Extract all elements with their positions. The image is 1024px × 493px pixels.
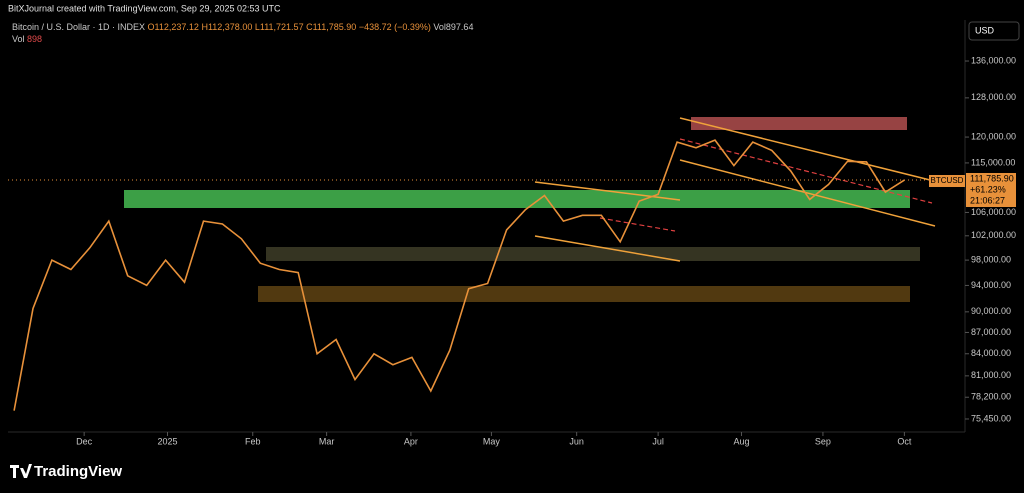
y-tick-label: 84,000.00	[971, 348, 1011, 358]
support-zone	[124, 190, 910, 208]
x-tick-label: Oct	[897, 436, 912, 446]
change: −438.72 (−0.39%)	[359, 22, 431, 32]
x-tick-label: Feb	[245, 436, 261, 446]
price-tag-countdown: 21:06:27	[970, 195, 1005, 205]
x-tick-label: Dec	[76, 436, 93, 446]
channel-line	[534, 235, 681, 262]
vol-label: Vol	[12, 34, 25, 44]
y-tick-label: 98,000.00	[971, 254, 1011, 264]
y-tick-label: 81,000.00	[971, 370, 1011, 380]
y-tick-label: 106,000.00	[971, 207, 1016, 217]
ohlc: H112,378.00	[201, 22, 252, 32]
y-tick-label: 78,200.00	[971, 392, 1011, 402]
price-tag-price: 111,785.90	[970, 173, 1014, 183]
x-tick-label: Apr	[404, 436, 418, 446]
logo-icon	[10, 464, 32, 478]
zone	[266, 247, 920, 261]
ohlc: C111,785.90	[306, 22, 356, 32]
y-tick-label: 102,000.00	[971, 230, 1016, 240]
volume: Vol897.64	[433, 22, 473, 32]
footer-logo: TradingView	[34, 463, 122, 480]
price-tag	[966, 173, 1016, 207]
symbol: Bitcoin / U.S. Dollar · 1D · INDEX	[12, 22, 145, 32]
y-tick-label: 94,000.00	[971, 280, 1011, 290]
channel-line	[534, 181, 681, 201]
vol-value: 898	[27, 34, 42, 44]
x-tick-label: Jun	[569, 436, 584, 446]
x-tick-label: 2025	[157, 436, 177, 446]
vol-legend: Vol 898	[12, 34, 42, 44]
channel-mid	[599, 217, 676, 232]
legend: Bitcoin / U.S. Dollar · 1D · INDEX O112,…	[12, 22, 473, 32]
symbol-tag	[929, 175, 965, 187]
y-tick-label: 136,000.00	[971, 55, 1016, 65]
header: BitXJournal created with TradingView.com…	[8, 3, 281, 13]
x-tick-label: Jul	[652, 436, 664, 446]
zone	[258, 286, 910, 302]
channel-line	[679, 117, 931, 181]
price-line	[13, 139, 905, 411]
ohlc: L111,721.57	[255, 22, 304, 32]
currency[interactable]: USD	[975, 25, 995, 35]
y-tick-label: 87,000.00	[971, 327, 1011, 337]
y-tick-label: 120,000.00	[971, 131, 1016, 141]
price-tag-change: +61.23%	[970, 184, 1006, 194]
ohlc: O112,237.12	[148, 22, 199, 32]
y-tick-label: 128,000.00	[971, 92, 1016, 102]
y-tick-label: 75,450.00	[971, 413, 1011, 423]
x-tick-label: May	[483, 436, 501, 446]
resistance-zone	[691, 117, 907, 130]
x-tick-label: Mar	[319, 436, 335, 446]
currency-button[interactable]	[968, 21, 1020, 41]
channel-line	[679, 159, 936, 227]
y-tick-label: 115,000.00	[971, 157, 1015, 167]
y-tick-label: 90,000.00	[971, 306, 1011, 316]
symbol-tag-text: BTCUSD	[931, 176, 964, 185]
x-tick-label: Sep	[815, 436, 831, 446]
x-tick-label: Aug	[733, 436, 749, 446]
